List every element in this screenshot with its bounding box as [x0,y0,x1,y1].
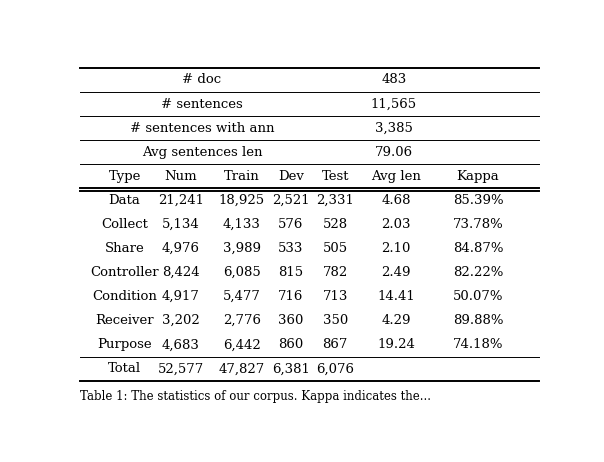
Text: 89.88%: 89.88% [453,314,503,327]
Text: 6,085: 6,085 [223,266,260,279]
Text: 2,331: 2,331 [316,194,354,207]
Text: 5,134: 5,134 [162,218,200,231]
Text: Test: Test [321,170,349,183]
Text: 5,477: 5,477 [223,290,260,303]
Text: 860: 860 [278,338,303,351]
Text: 2,776: 2,776 [223,314,261,327]
Text: # sentences: # sentences [161,97,243,110]
Text: 2.03: 2.03 [381,218,411,231]
Text: 73.78%: 73.78% [452,218,504,231]
Text: 18,925: 18,925 [219,194,265,207]
Text: Purpose: Purpose [97,338,152,351]
Text: 3,989: 3,989 [223,242,261,255]
Text: 3,385: 3,385 [375,122,413,134]
Text: 50.07%: 50.07% [453,290,503,303]
Text: 4,683: 4,683 [162,338,200,351]
Text: Condition: Condition [92,290,157,303]
Text: Collect: Collect [101,218,148,231]
Text: Avg sentences len: Avg sentences len [141,146,262,158]
Text: 6,442: 6,442 [223,338,260,351]
Text: 4.29: 4.29 [381,314,411,327]
Text: 3,202: 3,202 [162,314,200,327]
Text: 6,076: 6,076 [316,362,355,376]
Text: 19.24: 19.24 [378,338,415,351]
Text: Type: Type [109,170,141,183]
Text: 533: 533 [278,242,304,255]
Text: 14.41: 14.41 [378,290,415,303]
Text: 2.10: 2.10 [382,242,411,255]
Text: 4,976: 4,976 [162,242,200,255]
Text: 84.87%: 84.87% [453,242,503,255]
Text: 8,424: 8,424 [162,266,200,279]
Text: 82.22%: 82.22% [453,266,503,279]
Text: 782: 782 [323,266,348,279]
Text: 483: 483 [381,73,406,86]
Text: 4.68: 4.68 [381,194,411,207]
Text: 867: 867 [323,338,348,351]
Text: 350: 350 [323,314,348,327]
Text: 505: 505 [323,242,348,255]
Text: 716: 716 [278,290,304,303]
Text: 576: 576 [278,218,304,231]
Text: Data: Data [109,194,141,207]
Text: Dev: Dev [278,170,304,183]
Text: 4,133: 4,133 [223,218,260,231]
Text: 528: 528 [323,218,348,231]
Text: Share: Share [104,242,144,255]
Text: Total: Total [108,362,141,376]
Text: 2,521: 2,521 [272,194,310,207]
Text: 47,827: 47,827 [219,362,265,376]
Text: 713: 713 [323,290,348,303]
Text: 79.06: 79.06 [374,146,413,158]
Text: Kappa: Kappa [457,170,500,183]
Text: 85.39%: 85.39% [453,194,503,207]
Text: 52,577: 52,577 [158,362,204,376]
Text: Table 1: The statistics of our corpus. Kappa indicates the...: Table 1: The statistics of our corpus. K… [80,390,431,403]
Text: # sentences with ann: # sentences with ann [130,122,274,134]
Text: 4,917: 4,917 [162,290,200,303]
Text: 21,241: 21,241 [158,194,204,207]
Text: 815: 815 [278,266,303,279]
Text: 6,381: 6,381 [272,362,310,376]
Text: Avg len: Avg len [371,170,421,183]
Text: Controller: Controller [91,266,159,279]
Text: 11,565: 11,565 [371,97,417,110]
Text: 360: 360 [278,314,304,327]
Text: Train: Train [224,170,260,183]
Text: Num: Num [164,170,197,183]
Text: 2.49: 2.49 [381,266,411,279]
Text: # doc: # doc [182,73,222,86]
Text: Receiver: Receiver [95,314,154,327]
Text: 74.18%: 74.18% [453,338,503,351]
